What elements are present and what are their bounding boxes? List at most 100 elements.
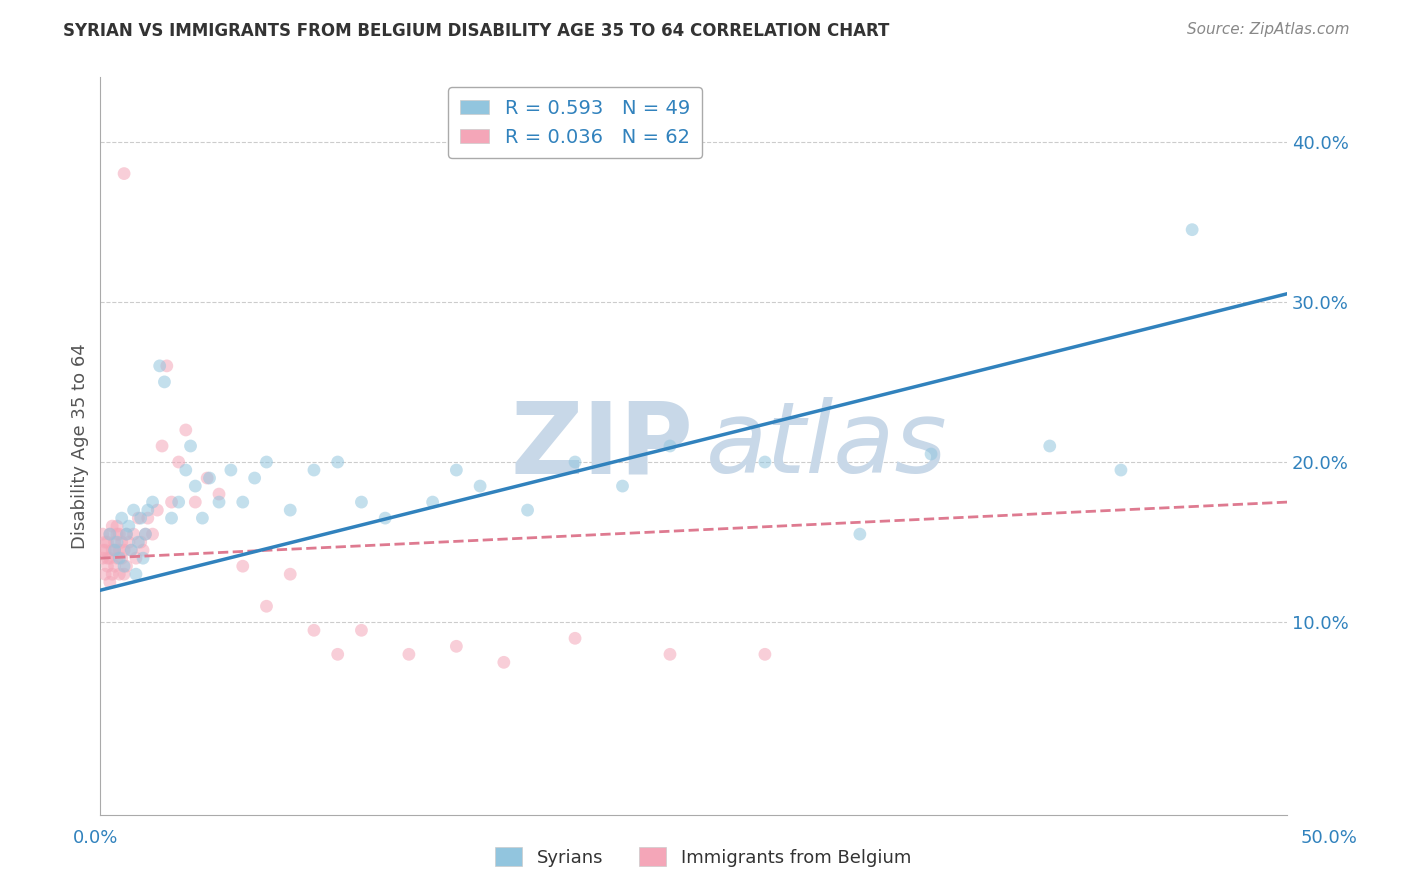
Point (129, 511, 152, 525)
Point (91, 527, 114, 541)
Point (132, 543, 155, 558)
Point (127, 511, 149, 525)
Point (142, 495, 165, 509)
Point (278, 503, 301, 517)
Point (422, 495, 444, 509)
Point (659, 439, 682, 453)
Point (1181, 222, 1204, 236)
Point (398, 648, 420, 662)
Point (120, 543, 142, 558)
Point (184, 479, 207, 493)
Point (105, 527, 128, 541)
Point (122, 527, 145, 541)
Legend: Syrians, Immigrants from Belgium: Syrians, Immigrants from Belgium (488, 840, 918, 874)
Point (326, 455, 349, 469)
Point (492, 656, 515, 670)
Point (1109, 463, 1132, 477)
Point (142, 527, 165, 541)
Point (125, 551, 148, 566)
Point (208, 495, 231, 509)
Point (105, 519, 128, 533)
Point (91, 551, 114, 566)
Point (232, 559, 254, 574)
Point (326, 648, 349, 662)
Point (1039, 439, 1062, 453)
Point (112, 543, 135, 558)
Point (256, 455, 278, 469)
Point (184, 495, 207, 509)
Point (174, 423, 197, 437)
Point (98, 575, 121, 590)
Point (132, 551, 155, 566)
Point (104, 543, 127, 558)
Point (153, 375, 176, 389)
Text: Source: ZipAtlas.com: Source: ZipAtlas.com (1187, 22, 1350, 37)
Point (180, 439, 202, 453)
Point (446, 640, 468, 654)
Point (120, 543, 142, 558)
Point (243, 471, 266, 485)
Point (104, 535, 127, 549)
Point (94, 535, 117, 549)
Point (564, 455, 586, 469)
Point (115, 527, 138, 541)
Point (111, 551, 134, 566)
Y-axis label: Disability Age 35 to 64: Disability Age 35 to 64 (72, 343, 89, 549)
Point (612, 479, 634, 493)
Point (105, 551, 128, 566)
Point (115, 559, 138, 574)
Point (111, 511, 134, 525)
Point (101, 519, 124, 533)
Point (136, 511, 159, 525)
Point (350, 495, 373, 509)
Point (111, 535, 134, 549)
Point (127, 535, 149, 549)
Point (219, 463, 242, 477)
Point (564, 632, 586, 646)
Point (754, 648, 776, 662)
Point (112, 567, 135, 582)
Point (208, 487, 231, 501)
Point (754, 455, 776, 469)
Text: SYRIAN VS IMMIGRANTS FROM BELGIUM DISABILITY AGE 35 TO 64 CORRELATION CHART: SYRIAN VS IMMIGRANTS FROM BELGIUM DISABI… (63, 22, 890, 40)
Point (94, 567, 117, 582)
Point (659, 648, 682, 662)
Point (98, 527, 121, 541)
Point (96, 559, 118, 574)
Point (468, 479, 491, 493)
Point (160, 495, 183, 509)
Point (98, 527, 121, 541)
Point (302, 624, 325, 638)
Point (278, 567, 301, 582)
Point (134, 527, 156, 541)
Point (96, 535, 118, 549)
Point (849, 527, 872, 541)
Point (174, 463, 197, 477)
Point (195, 471, 218, 485)
Point (134, 527, 156, 541)
Point (105, 535, 128, 549)
Text: atlas: atlas (706, 398, 948, 494)
Point (136, 503, 159, 517)
Point (115, 527, 138, 541)
Point (108, 551, 131, 566)
Point (98, 551, 121, 566)
Point (146, 503, 169, 517)
Point (112, 559, 135, 574)
Point (516, 503, 538, 517)
Point (160, 511, 183, 525)
Point (256, 599, 278, 614)
Point (104, 543, 127, 558)
Text: ZIP: ZIP (510, 398, 693, 494)
Point (191, 511, 214, 525)
Point (129, 535, 152, 549)
Point (112, 167, 135, 181)
Point (96, 551, 118, 566)
Point (920, 447, 942, 461)
Point (118, 535, 141, 549)
Point (118, 519, 141, 533)
Point (108, 567, 131, 582)
Point (150, 439, 173, 453)
Point (94, 543, 117, 558)
Point (101, 543, 124, 558)
